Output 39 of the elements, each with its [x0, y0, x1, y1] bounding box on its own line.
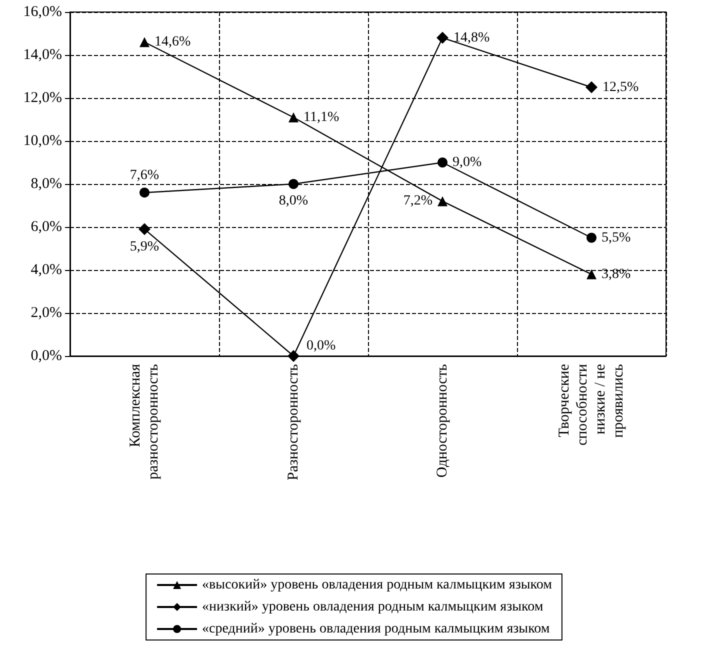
y-tick-label: 0,0%: [30, 348, 62, 364]
y-tick-label: 12,0%: [23, 90, 62, 106]
point: [436, 32, 448, 44]
x-tick-label: Односторонность: [434, 364, 450, 478]
y-tick-label: 8,0%: [30, 176, 62, 192]
y-tick-label: 10,0%: [23, 133, 62, 149]
legend-label: «средний» уровень овладения родным калмыцким языком: [202, 622, 550, 636]
point: [140, 37, 150, 48]
x-tick-label: Разносторонность: [286, 364, 302, 480]
legend-label: «высокий» уровень овладения родным калмыцким языком: [202, 578, 552, 592]
data-label: 14,8%: [454, 30, 490, 46]
y-tick-label: 6,0%: [30, 219, 62, 235]
y-tick-label: 4,0%: [30, 262, 62, 278]
point: [586, 269, 596, 280]
data-label: 7,2%: [403, 194, 433, 209]
data-label: 8,0%: [278, 194, 308, 208]
x-tick-label: Творческие способности низкие / не проявились: [556, 364, 626, 446]
point: [438, 158, 448, 168]
point: [140, 188, 150, 198]
data-label: 5,9%: [130, 240, 160, 255]
point: [288, 179, 298, 189]
y-tick-label: 16,0%: [23, 4, 62, 20]
data-label: 7,6%: [130, 168, 160, 184]
y-tick-label: 14,0%: [23, 47, 62, 63]
data-label: 5,5%: [602, 230, 631, 246]
point: [288, 112, 298, 122]
y-tick-label: 2,0%: [30, 305, 62, 321]
point: [138, 223, 150, 236]
data-label: 11,1%: [304, 110, 340, 125]
data-label: 0,0%: [306, 338, 336, 354]
data-label: 14,6%: [154, 34, 191, 50]
point: [288, 350, 300, 362]
data-label: 12,5%: [602, 80, 639, 95]
point: [586, 81, 598, 94]
x-tick-label: Комплексная разносторонность: [128, 364, 162, 480]
point: [586, 232, 596, 243]
legend-label: «низкий» уровень овладения родным калмыцким языком: [202, 600, 544, 614]
point: [438, 196, 448, 206]
data-label: 9,0%: [452, 155, 482, 170]
